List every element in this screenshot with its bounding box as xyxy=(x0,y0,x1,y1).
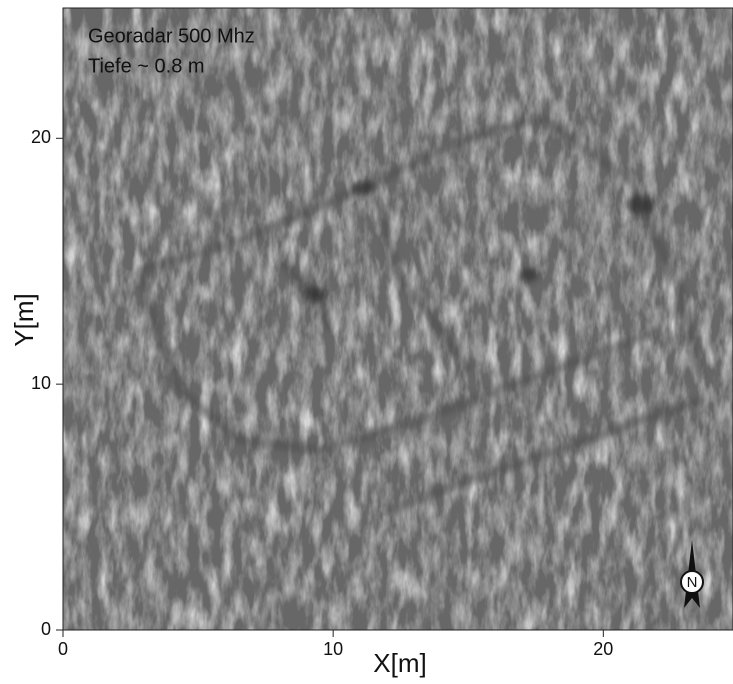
y-tick-label: 20 xyxy=(31,127,51,147)
annotation: Tiefe ~ 0.8 m xyxy=(88,55,205,77)
plot-frame xyxy=(62,7,733,631)
annotation: Georadar 500 Mhz xyxy=(88,25,255,47)
y-axis-label: Y[m] xyxy=(9,293,39,346)
x-tick-label: 0 xyxy=(58,639,68,659)
x-axis-label: X[m] xyxy=(373,648,426,678)
x-tick-label: 20 xyxy=(593,639,613,659)
north-label: N xyxy=(687,574,698,591)
x-tick-label: 10 xyxy=(323,639,343,659)
north-arrow: N xyxy=(680,540,704,608)
radar-image xyxy=(63,8,733,630)
y-tick-label: 10 xyxy=(31,373,51,393)
y-tick-label: 0 xyxy=(41,619,51,639)
